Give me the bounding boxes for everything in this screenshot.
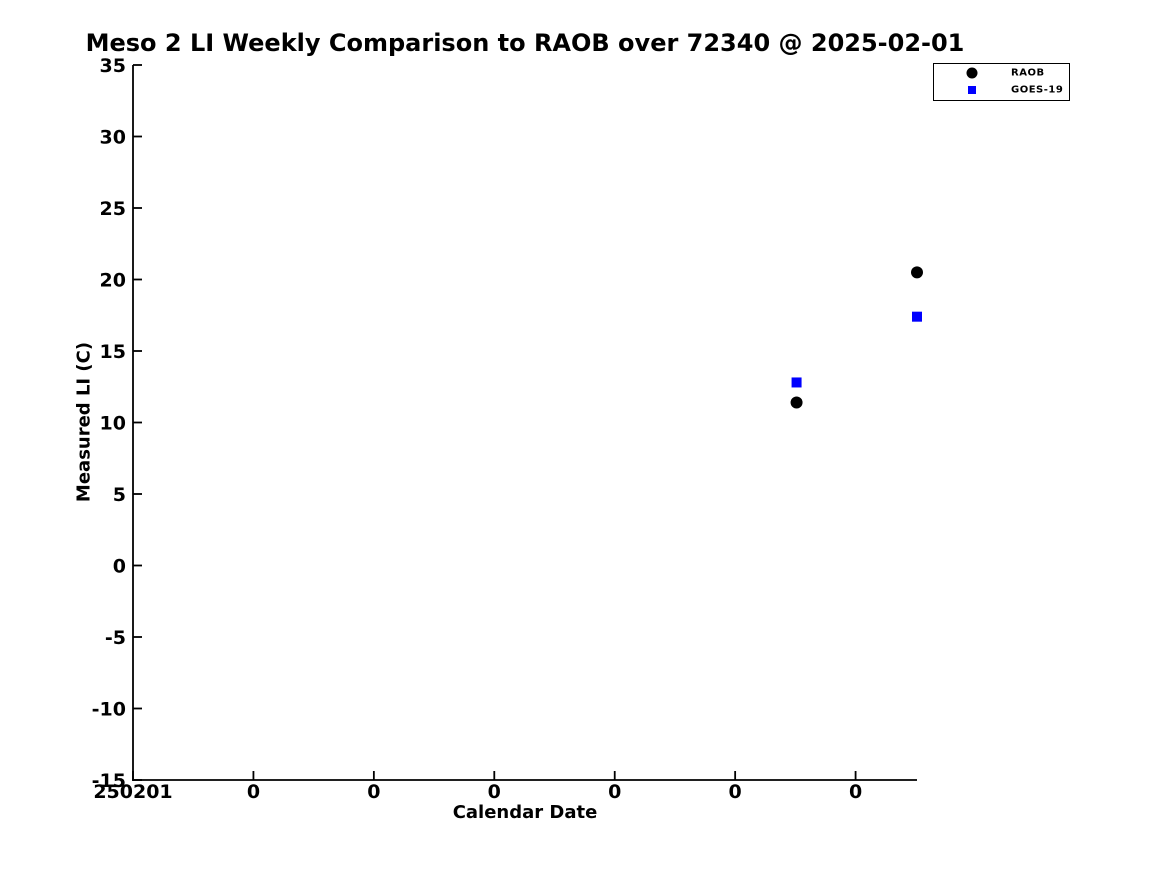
data-point-raob: [790, 396, 803, 409]
y-tick-label: 5: [113, 484, 126, 506]
x-tick-label: 250201: [93, 781, 172, 803]
y-tick-label: 25: [100, 198, 126, 220]
goes19-square-marker-icon: [968, 86, 976, 95]
x-tick-label: 0: [367, 781, 380, 803]
x-tick-label: 0: [608, 781, 621, 803]
y-tick-label: -5: [105, 627, 126, 649]
data-point-goes-19: [912, 311, 922, 322]
legend: RAOB GOES-19: [933, 63, 1070, 101]
y-tick-label: 30: [100, 127, 126, 149]
y-tick-label: 35: [100, 55, 126, 77]
x-tick-label: 0: [849, 781, 862, 803]
x-tick-label: 0: [247, 781, 260, 803]
y-tick-label: 0: [113, 556, 126, 578]
chart-title: Meso 2 LI Weekly Comparison to RAOB over…: [85, 29, 965, 57]
raob-circle-marker-icon: [966, 67, 978, 79]
x-axis-label: Calendar Date: [452, 802, 598, 823]
x-tick-label: 0: [488, 781, 501, 803]
x-tick-label: 0: [729, 781, 742, 803]
y-tick-label: -10: [92, 699, 126, 721]
y-tick-label: 15: [100, 341, 126, 363]
legend-label-raob: RAOB: [1011, 67, 1045, 79]
data-point-goes-19: [791, 377, 802, 388]
y-tick-label: 20: [100, 270, 126, 292]
legend-item-raob: RAOB: [934, 64, 1069, 82]
y-tick-label: 10: [100, 413, 126, 435]
y-tick-label: -15: [92, 770, 126, 792]
data-point-raob: [911, 266, 923, 279]
legend-label-goes19: GOES-19: [1011, 84, 1064, 96]
legend-item-goes19: GOES-19: [934, 82, 1069, 100]
